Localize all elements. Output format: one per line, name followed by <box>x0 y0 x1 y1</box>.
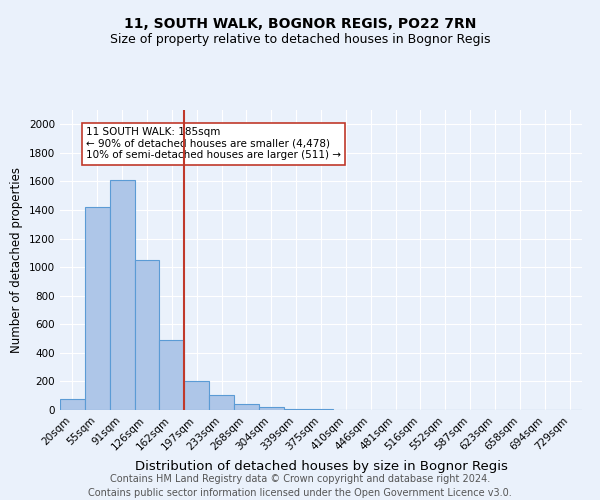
Text: Size of property relative to detached houses in Bognor Regis: Size of property relative to detached ho… <box>110 32 490 46</box>
Bar <box>308 408 334 410</box>
Bar <box>284 408 308 410</box>
Bar <box>60 398 85 410</box>
Bar <box>85 207 110 410</box>
Y-axis label: Number of detached properties: Number of detached properties <box>10 167 23 353</box>
Bar <box>234 404 259 410</box>
Bar <box>160 340 184 410</box>
Bar <box>134 260 160 410</box>
Text: Contains HM Land Registry data © Crown copyright and database right 2024.
Contai: Contains HM Land Registry data © Crown c… <box>88 474 512 498</box>
Text: 11 SOUTH WALK: 185sqm
← 90% of detached houses are smaller (4,478)
10% of semi-d: 11 SOUTH WALK: 185sqm ← 90% of detached … <box>86 127 341 160</box>
Bar <box>184 380 209 410</box>
Bar <box>209 394 234 410</box>
Bar <box>110 180 134 410</box>
Bar <box>259 407 284 410</box>
Text: 11, SOUTH WALK, BOGNOR REGIS, PO22 7RN: 11, SOUTH WALK, BOGNOR REGIS, PO22 7RN <box>124 18 476 32</box>
X-axis label: Distribution of detached houses by size in Bognor Regis: Distribution of detached houses by size … <box>134 460 508 473</box>
